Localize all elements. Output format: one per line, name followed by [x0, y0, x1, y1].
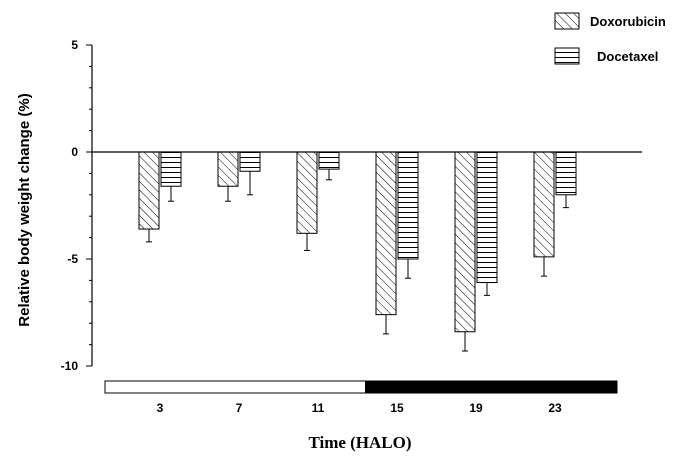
bar-docetaxel-23	[555, 151, 577, 196]
bar-docetaxel-19	[476, 151, 498, 284]
legend-label-doxorubicin: Doxorubicin	[590, 14, 666, 29]
x-tick-label: 11	[312, 401, 325, 415]
legend: Doxorubicin Docetaxel	[554, 12, 666, 65]
bar-doxorubicin-19	[454, 151, 476, 333]
axes: 5 0 -5 -10 3 7 11 15 19 23	[61, 38, 642, 415]
y-tick-label: -10	[61, 359, 79, 373]
bar-docetaxel-7	[239, 151, 261, 172]
bars	[138, 151, 577, 352]
bar-docetaxel-3	[160, 151, 182, 187]
legend-swatch-docetaxel	[554, 47, 580, 65]
y-tick-label: 0	[71, 145, 78, 159]
bar-doxorubicin-23	[533, 151, 555, 258]
bar-docetaxel-11	[318, 151, 340, 170]
bar-doxorubicin-7	[217, 151, 239, 187]
x-tick-label: 23	[548, 401, 562, 415]
bar-doxorubicin-15	[375, 151, 397, 316]
x-tick-label: 15	[390, 401, 404, 415]
x-tick-label: 7	[236, 401, 243, 415]
legend-label-docetaxel: Docetaxel	[597, 49, 658, 64]
bar-doxorubicin-11	[296, 151, 318, 234]
bar-doxorubicin-3	[138, 151, 160, 230]
x-axis-label: Time (HALO)	[308, 433, 411, 452]
dark-phase-bar	[365, 380, 618, 394]
labels: Relative body weight change (%) Time (HA…	[16, 93, 412, 452]
y-axis-label: Relative body weight change (%)	[16, 93, 33, 326]
x-tick-label: 19	[469, 401, 483, 415]
y-tick-label: 5	[71, 38, 78, 52]
legend-swatch-doxorubicin	[554, 12, 580, 30]
y-tick-label: -5	[67, 252, 78, 266]
bar-docetaxel-15	[397, 151, 419, 260]
x-tick-label: 3	[157, 401, 164, 415]
light-phase-bar	[104, 380, 366, 394]
